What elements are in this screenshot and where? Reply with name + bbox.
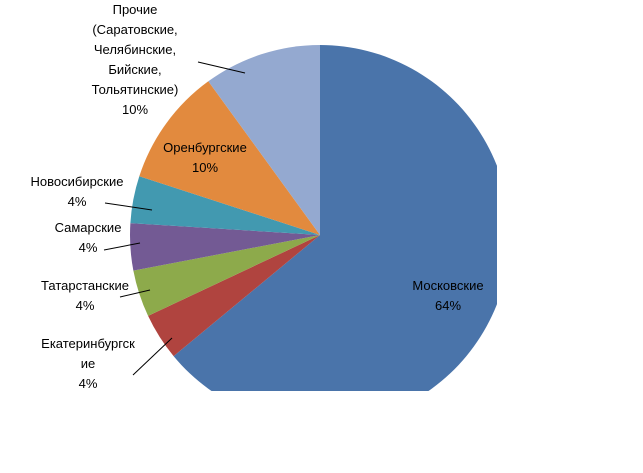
slice-value-label: 4% bbox=[76, 298, 95, 313]
leader-line bbox=[197, 61, 246, 74]
slice-value-label: 10% bbox=[192, 160, 218, 175]
slice-value-label: 4% bbox=[79, 376, 98, 391]
slice-value-label: 64% bbox=[435, 298, 461, 313]
pie-slice bbox=[130, 223, 320, 271]
pie-slice bbox=[133, 235, 320, 316]
slice-label: Самарские bbox=[55, 220, 122, 235]
pie-slice bbox=[130, 176, 320, 235]
pie-slice bbox=[173, 45, 497, 391]
slice-label: Оренбургские bbox=[163, 140, 247, 155]
leader-line bbox=[132, 337, 173, 376]
slice-label: Екатеринбургск ие bbox=[41, 336, 135, 371]
slice-label: Татарстанские bbox=[41, 278, 129, 293]
pie bbox=[130, 45, 497, 391]
pie-slice bbox=[208, 45, 320, 235]
slice-value-label: 4% bbox=[68, 194, 87, 209]
slice-label: Московские bbox=[412, 278, 483, 293]
slice-value-label: 4% bbox=[79, 240, 98, 255]
leader-line bbox=[119, 289, 151, 298]
slice-label: Новосибирские bbox=[31, 174, 124, 189]
labels: Московские 64% Екатеринбургск ие 4% Татарстан… bbox=[31, 2, 484, 391]
slice-label: Прочие (Саратовские, Челябинские, Бийские, Т… bbox=[92, 2, 179, 97]
pie-slice bbox=[139, 81, 320, 235]
slice-value-label: 10% bbox=[122, 102, 148, 117]
leader-line bbox=[104, 202, 153, 211]
leader-line bbox=[103, 242, 141, 251]
pie-slice bbox=[148, 235, 320, 357]
